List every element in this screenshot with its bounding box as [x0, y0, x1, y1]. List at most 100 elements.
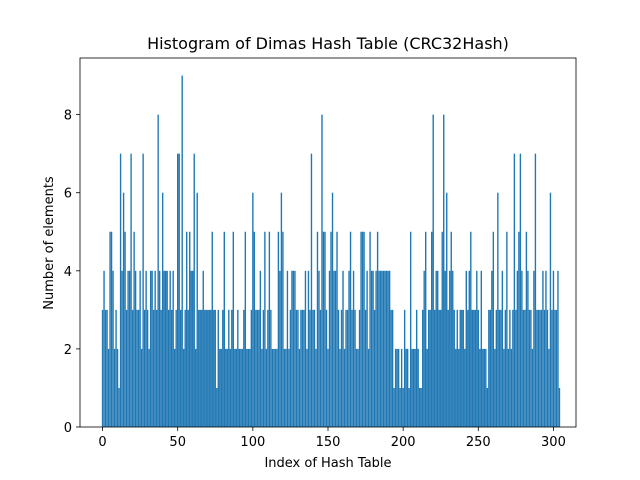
histogram-bar: [121, 270, 123, 427]
histogram-bar: [292, 270, 295, 427]
histogram-bar: [516, 270, 519, 427]
histogram-bar: [429, 309, 431, 427]
histogram-bar: [405, 348, 407, 427]
histogram-bar: [112, 270, 114, 427]
histogram-bar: [306, 348, 308, 427]
histogram-bar: [207, 309, 209, 427]
histogram-bar: [555, 309, 558, 427]
histogram-bar: [345, 309, 347, 427]
histogram-bar: [552, 270, 555, 427]
histogram-bar: [186, 231, 188, 427]
histogram-bar: [210, 309, 212, 427]
histogram-bar: [437, 270, 439, 427]
histogram-bar: [363, 231, 365, 427]
histogram-bar: [110, 231, 113, 427]
histogram-bar: [286, 270, 289, 427]
histogram-bar: [161, 192, 164, 427]
histogram-bar: [158, 270, 161, 427]
histogram-bar: [232, 231, 234, 427]
histogram-bar: [113, 348, 116, 427]
histogram-bar: [175, 309, 177, 427]
histogram-bar: [268, 231, 271, 427]
histogram-bar: [339, 348, 341, 427]
histogram-bar: [477, 309, 479, 427]
histogram-bar: [534, 153, 537, 428]
histogram-bar: [489, 309, 492, 427]
x-tick-label: 0: [98, 435, 106, 450]
histogram-bar: [434, 309, 436, 427]
histogram-bar: [202, 270, 204, 427]
histogram-bar: [277, 231, 280, 427]
histogram-bar: [533, 270, 535, 427]
histogram-bar: [446, 192, 448, 427]
histogram-bar: [184, 309, 186, 427]
histogram-bar: [270, 309, 272, 427]
histogram-bar: [521, 270, 523, 427]
chart-title: Histogram of Dimas Hash Table (CRC32Hash…: [147, 34, 509, 53]
histogram-bar: [425, 231, 427, 427]
histogram-bar: [503, 348, 505, 427]
histogram-bar: [301, 309, 304, 427]
histogram-bar: [367, 348, 370, 427]
histogram-bar: [554, 309, 556, 427]
histogram-bar: [163, 270, 165, 427]
histogram-bar: [172, 270, 174, 427]
histogram-bar: [402, 387, 404, 427]
histogram-bar: [485, 348, 487, 427]
histogram-bar: [291, 270, 293, 427]
histogram-bar: [154, 270, 156, 427]
histogram-bar: [450, 231, 452, 427]
histogram-bar: [403, 309, 406, 427]
histogram-bar: [101, 309, 104, 427]
histogram-bar: [486, 387, 489, 427]
histogram-bar: [415, 309, 418, 427]
histogram-bar: [151, 270, 153, 427]
histogram-bar: [497, 192, 499, 427]
histogram-bar: [298, 348, 301, 427]
histogram-bar: [498, 309, 501, 427]
histogram-bar: [169, 270, 171, 427]
histogram-bar: [195, 348, 197, 427]
histogram-bar: [340, 309, 343, 427]
histogram-bar: [549, 192, 552, 427]
histogram-bar: [378, 270, 380, 427]
histogram-bar: [167, 309, 170, 427]
histogram-bar: [160, 309, 162, 427]
histogram-bar: [327, 348, 329, 427]
histogram-bar: [205, 309, 207, 427]
histogram-bar: [444, 270, 446, 427]
histogram-bar: [140, 348, 143, 427]
x-tick-label: 200: [391, 435, 416, 450]
histogram-bar: [178, 153, 180, 428]
histogram-bar: [351, 309, 353, 427]
histogram-bar: [366, 270, 368, 427]
histogram-bar: [357, 348, 359, 427]
histogram-bar: [285, 348, 287, 427]
histogram-bar: [394, 348, 397, 427]
histogram-bar: [458, 348, 460, 427]
histogram-bar: [315, 348, 317, 427]
histogram-bar: [369, 231, 371, 427]
histogram-bar: [346, 309, 349, 427]
histogram-bar: [388, 270, 391, 427]
histogram-bar: [443, 114, 445, 428]
histogram-bar: [183, 348, 185, 427]
histogram-bar: [548, 348, 550, 427]
histogram-bar: [124, 231, 126, 427]
histogram-bar: [193, 153, 195, 428]
histogram-bar: [300, 309, 302, 427]
histogram-bar: [334, 270, 337, 427]
histogram-bar: [211, 231, 213, 427]
bars-group: [101, 75, 561, 428]
histogram-bar: [131, 309, 134, 427]
histogram-bar: [267, 309, 269, 427]
histogram-bar: [330, 231, 332, 427]
histogram-bar: [355, 348, 358, 427]
histogram-bar: [501, 270, 504, 427]
y-tick-label: 4: [64, 265, 72, 280]
histogram-bar: [324, 231, 326, 427]
histogram-bar: [545, 270, 547, 427]
histogram-bar: [280, 192, 283, 427]
histogram-bar: [152, 309, 155, 427]
histogram-bar: [453, 309, 455, 427]
